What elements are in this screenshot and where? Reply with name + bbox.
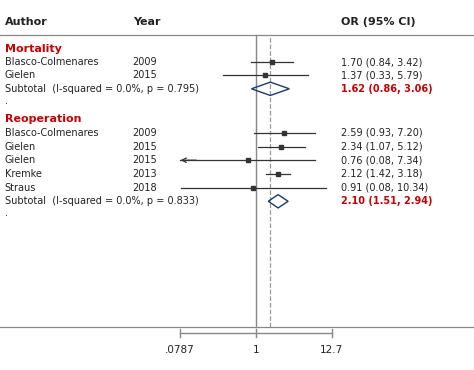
Text: Subtotal  (I-squared = 0.0%, p = 0.795): Subtotal (I-squared = 0.0%, p = 0.795) (5, 84, 199, 94)
Text: Author: Author (5, 17, 47, 27)
Text: Straus: Straus (5, 182, 36, 193)
Text: 0.91 (0.08, 10.34): 0.91 (0.08, 10.34) (341, 182, 428, 193)
Text: 2015: 2015 (133, 70, 157, 81)
Text: Gielen: Gielen (5, 141, 36, 152)
Text: 1.62 (0.86, 3.06): 1.62 (0.86, 3.06) (341, 84, 433, 94)
Text: 2.59 (0.93, 7.20): 2.59 (0.93, 7.20) (341, 128, 423, 138)
Text: 2.34 (1.07, 5.12): 2.34 (1.07, 5.12) (341, 141, 423, 152)
Text: 2015: 2015 (133, 155, 157, 165)
Text: 0.76 (0.08, 7.34): 0.76 (0.08, 7.34) (341, 155, 423, 165)
Text: .: . (5, 95, 8, 106)
Text: Gielen: Gielen (5, 70, 36, 81)
Text: .: . (5, 208, 8, 219)
Text: Reoperation: Reoperation (5, 114, 81, 124)
Text: OR (95% CI): OR (95% CI) (341, 17, 416, 27)
Text: .0787: .0787 (165, 344, 195, 355)
Text: 2015: 2015 (133, 141, 157, 152)
Text: Mortality: Mortality (5, 44, 62, 54)
Text: Kremke: Kremke (5, 169, 42, 179)
Text: 1.70 (0.84, 3.42): 1.70 (0.84, 3.42) (341, 57, 423, 67)
Text: 2009: 2009 (133, 128, 157, 138)
Text: 12.7: 12.7 (320, 344, 344, 355)
Text: 2018: 2018 (133, 182, 157, 193)
Text: 2.10 (1.51, 2.94): 2.10 (1.51, 2.94) (341, 196, 433, 206)
Text: 2013: 2013 (133, 169, 157, 179)
Text: 1.37 (0.33, 5.79): 1.37 (0.33, 5.79) (341, 70, 423, 81)
Text: Year: Year (133, 17, 160, 27)
Text: Subtotal  (I-squared = 0.0%, p = 0.833): Subtotal (I-squared = 0.0%, p = 0.833) (5, 196, 199, 206)
Text: Gielen: Gielen (5, 155, 36, 165)
Text: Blasco-Colmenares: Blasco-Colmenares (5, 57, 98, 67)
Text: Blasco-Colmenares: Blasco-Colmenares (5, 128, 98, 138)
Text: 2009: 2009 (133, 57, 157, 67)
Text: 2.12 (1.42, 3.18): 2.12 (1.42, 3.18) (341, 169, 423, 179)
Text: 1: 1 (253, 344, 259, 355)
